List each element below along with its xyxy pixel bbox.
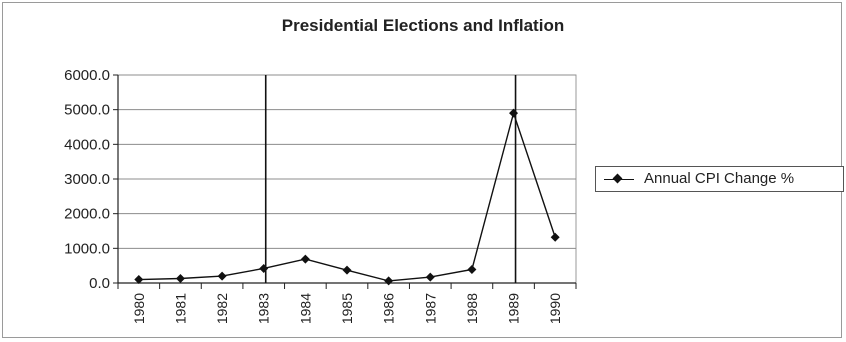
- y-tick-label: 6000.0: [64, 67, 110, 84]
- x-tick-label: 1980: [131, 293, 147, 324]
- x-tick-label: 1990: [547, 293, 563, 324]
- legend: Annual CPI Change %: [595, 166, 844, 192]
- data-point: [175, 273, 185, 283]
- y-tick-label: 5000.0: [64, 102, 110, 119]
- legend-label: Annual CPI Change %: [644, 170, 795, 187]
- data-point: [425, 272, 435, 282]
- data-point: [342, 265, 352, 275]
- x-tick-label: 1988: [464, 293, 480, 324]
- x-tick-label: 1989: [506, 293, 522, 324]
- data-point: [300, 254, 310, 264]
- y-tick-label: 0.0: [89, 275, 110, 292]
- x-tick-label: 1982: [214, 293, 230, 324]
- y-tick-label: 2000.0: [64, 206, 110, 223]
- x-tick-label: 1983: [256, 293, 272, 324]
- x-tick-label: 1981: [172, 293, 188, 324]
- series-line: [138, 110, 556, 282]
- x-tick-label: 1986: [381, 293, 397, 324]
- chart-title: Presidential Elections and Inflation: [281, 16, 565, 35]
- x-tick-label: 1987: [422, 293, 438, 324]
- data-point: [384, 276, 394, 286]
- data-point: [217, 271, 227, 281]
- x-tick-label: 1984: [297, 293, 313, 324]
- data-point: [134, 275, 144, 285]
- y-tick-label: 3000.0: [64, 171, 110, 188]
- y-tick-label: 1000.0: [64, 240, 110, 257]
- legend-diamond-marker: [612, 173, 623, 184]
- y-tick-label: 4000.0: [64, 136, 110, 153]
- data-point: [509, 108, 519, 118]
- x-tick-label: 1985: [339, 293, 355, 324]
- data-point: [259, 263, 269, 273]
- data-point: [467, 264, 477, 274]
- data-point: [550, 232, 560, 242]
